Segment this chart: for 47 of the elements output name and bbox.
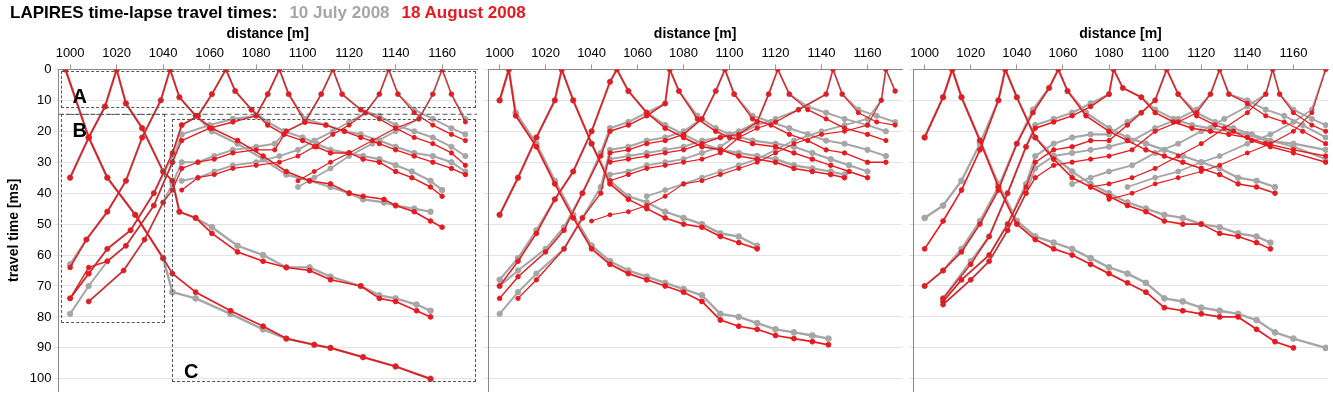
x-tick-label: 1120 (1187, 45, 1216, 61)
y-tick-label: 0 (44, 60, 52, 76)
annotation: B (72, 118, 87, 141)
x-tick-label: 1060 (195, 45, 225, 61)
x-tick-label: 1060 (1048, 45, 1078, 61)
y-tick-label: 60 (37, 246, 52, 262)
x-tick-label: 1040 (1002, 45, 1032, 61)
y-axis-title: travel time [ms] (5, 178, 22, 283)
y-tick-label: 70 (37, 277, 52, 293)
x-tick-label: 1140 (1233, 45, 1262, 61)
x-tick-label: 1160 (853, 45, 882, 61)
y-tick-label: 40 (37, 184, 52, 200)
x-tick-label: 1020 (102, 45, 132, 61)
annotation: C (184, 360, 199, 383)
x-tick-label: 1000 (485, 45, 515, 61)
text: 18 August 2008 (401, 3, 526, 22)
x-tick-label: 1020 (956, 45, 986, 61)
x-tick-label: 1080 (669, 45, 699, 61)
y-tick-label: 30 (37, 153, 52, 169)
x-tick-label: 1040 (577, 45, 607, 61)
y-tick-label: 10 (37, 91, 52, 107)
text: 10 July 2008 (289, 3, 390, 22)
x-tick-label: 1100 (1141, 45, 1170, 61)
y-tick-label: 20 (37, 122, 52, 138)
x-tick-label: 1140 (381, 45, 410, 61)
y-tick-label: 80 (37, 308, 52, 324)
x-tick-label: 1000 (55, 45, 85, 61)
x-tick-label: 1120 (335, 45, 364, 61)
x-tick-label: 1120 (761, 45, 790, 61)
x-tick-label: 1100 (288, 45, 317, 61)
x-tick-label: 1020 (531, 45, 561, 61)
x-axis-title: distance [m] (226, 25, 309, 42)
x-tick-label: 1080 (1094, 45, 1124, 61)
x-tick-label: 1000 (910, 45, 940, 61)
y-tick-label: 90 (37, 339, 52, 355)
chart-title: LAPIRES time-lapse travel times: (10, 3, 278, 22)
y-tick-label: 100 (29, 370, 52, 386)
x-tick-label: 1060 (623, 45, 653, 61)
x-tick-label: 1160 (428, 45, 457, 61)
y-tick-label: 50 (37, 215, 52, 231)
x-tick-label: 1100 (715, 45, 744, 61)
x-tick-label: 1140 (807, 45, 836, 61)
x-tick-label: 1160 (1279, 45, 1308, 61)
x-tick-label: 1080 (241, 45, 271, 61)
x-axis-title: distance [m] (1079, 25, 1162, 42)
x-tick-label: 1040 (148, 45, 178, 61)
x-axis-title: distance [m] (653, 25, 737, 42)
